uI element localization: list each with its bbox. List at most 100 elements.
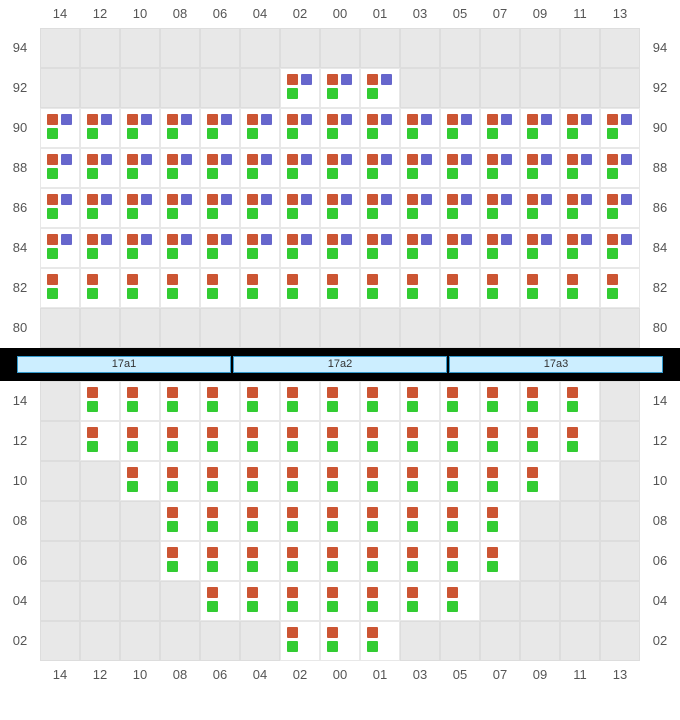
seat[interactable] <box>280 188 320 228</box>
seat[interactable] <box>400 461 440 501</box>
seat[interactable] <box>240 381 280 421</box>
seat[interactable] <box>120 108 160 148</box>
seat[interactable] <box>120 268 160 308</box>
seat[interactable] <box>320 228 360 268</box>
seat[interactable] <box>520 461 560 501</box>
seat[interactable] <box>360 108 400 148</box>
seat[interactable] <box>520 108 560 148</box>
seat[interactable] <box>320 541 360 581</box>
seat[interactable] <box>320 148 360 188</box>
seat[interactable] <box>280 228 320 268</box>
seat[interactable] <box>480 188 520 228</box>
seat[interactable] <box>280 148 320 188</box>
seat[interactable] <box>400 268 440 308</box>
seat[interactable] <box>240 268 280 308</box>
seat[interactable] <box>520 148 560 188</box>
seat[interactable] <box>400 381 440 421</box>
seat[interactable] <box>320 421 360 461</box>
seat[interactable] <box>440 148 480 188</box>
seat[interactable] <box>320 581 360 621</box>
seat[interactable] <box>200 108 240 148</box>
seat[interactable] <box>80 268 120 308</box>
seat[interactable] <box>320 68 360 108</box>
seat[interactable] <box>80 148 120 188</box>
seat[interactable] <box>280 581 320 621</box>
seat[interactable] <box>520 381 560 421</box>
seat[interactable] <box>520 421 560 461</box>
seat[interactable] <box>360 268 400 308</box>
seat[interactable] <box>320 501 360 541</box>
seat[interactable] <box>280 501 320 541</box>
seat[interactable] <box>200 541 240 581</box>
seat[interactable] <box>240 108 280 148</box>
seat[interactable] <box>560 381 600 421</box>
seat[interactable] <box>360 228 400 268</box>
seat[interactable] <box>240 581 280 621</box>
seat[interactable] <box>480 421 520 461</box>
seat[interactable] <box>440 461 480 501</box>
seat[interactable] <box>240 461 280 501</box>
seat[interactable] <box>320 188 360 228</box>
seat[interactable] <box>440 581 480 621</box>
seat[interactable] <box>360 541 400 581</box>
seat[interactable] <box>80 188 120 228</box>
seat[interactable] <box>560 268 600 308</box>
seat[interactable] <box>280 68 320 108</box>
seat[interactable] <box>400 148 440 188</box>
seat[interactable] <box>480 461 520 501</box>
seat[interactable] <box>240 148 280 188</box>
seat[interactable] <box>560 108 600 148</box>
seat[interactable] <box>280 268 320 308</box>
seat[interactable] <box>280 541 320 581</box>
seat[interactable] <box>240 541 280 581</box>
seat[interactable] <box>240 421 280 461</box>
seat[interactable] <box>80 108 120 148</box>
seat[interactable] <box>480 228 520 268</box>
seat[interactable] <box>360 421 400 461</box>
seat[interactable] <box>160 268 200 308</box>
seat[interactable] <box>440 421 480 461</box>
seat[interactable] <box>360 188 400 228</box>
seat[interactable] <box>160 228 200 268</box>
seat[interactable] <box>360 381 400 421</box>
seat[interactable] <box>560 148 600 188</box>
seat[interactable] <box>440 541 480 581</box>
seat[interactable] <box>280 108 320 148</box>
seat[interactable] <box>560 421 600 461</box>
seat[interactable] <box>600 148 640 188</box>
seat[interactable] <box>400 541 440 581</box>
seat[interactable] <box>200 501 240 541</box>
seat[interactable] <box>520 228 560 268</box>
seat[interactable] <box>160 541 200 581</box>
seat[interactable] <box>200 421 240 461</box>
seat[interactable] <box>320 461 360 501</box>
seat[interactable] <box>320 108 360 148</box>
seat[interactable] <box>360 461 400 501</box>
seat[interactable] <box>160 148 200 188</box>
seat[interactable] <box>360 501 400 541</box>
stage-segment[interactable]: 17a1 <box>17 356 231 373</box>
seat[interactable] <box>440 188 480 228</box>
seat[interactable] <box>280 381 320 421</box>
seat[interactable] <box>480 148 520 188</box>
seat[interactable] <box>400 188 440 228</box>
seat[interactable] <box>160 461 200 501</box>
stage-segment[interactable]: 17a3 <box>449 356 663 373</box>
seat[interactable] <box>400 421 440 461</box>
seat[interactable] <box>240 501 280 541</box>
seat[interactable] <box>240 228 280 268</box>
seat[interactable] <box>320 381 360 421</box>
seat[interactable] <box>40 268 80 308</box>
seat[interactable] <box>200 228 240 268</box>
seat[interactable] <box>80 381 120 421</box>
seat[interactable] <box>520 188 560 228</box>
seat[interactable] <box>160 421 200 461</box>
seat[interactable] <box>440 501 480 541</box>
seat[interactable] <box>400 108 440 148</box>
seat[interactable] <box>280 461 320 501</box>
seat[interactable] <box>200 188 240 228</box>
seat[interactable] <box>600 108 640 148</box>
seat[interactable] <box>480 541 520 581</box>
seat[interactable] <box>120 421 160 461</box>
seat[interactable] <box>440 268 480 308</box>
